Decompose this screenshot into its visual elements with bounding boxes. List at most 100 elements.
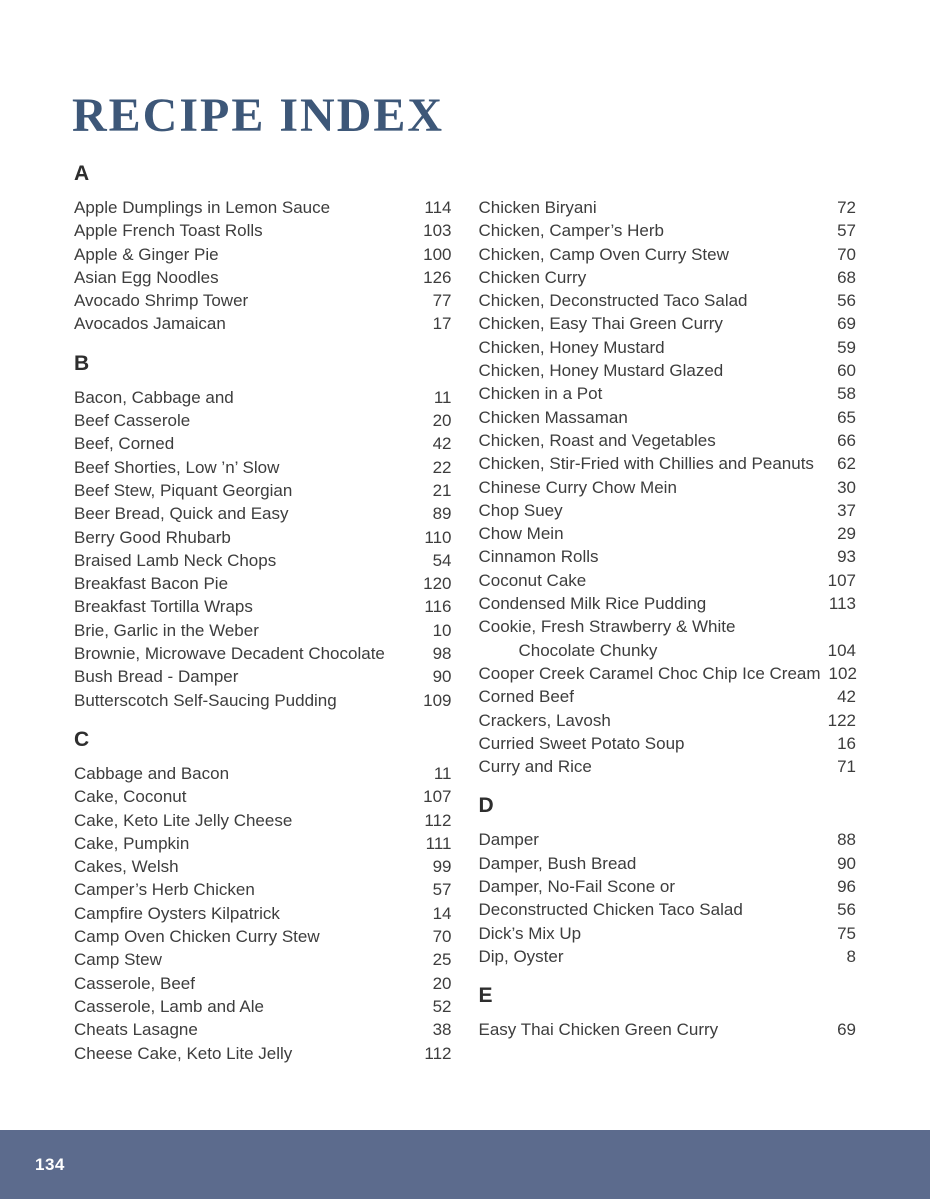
entry-page-number: 100 [423, 244, 452, 264]
entry-title: Camp Oven Chicken Curry Stew [74, 927, 320, 947]
entry-page-number: 77 [432, 291, 452, 311]
index-entry: Chicken in a Pot 58 [479, 382, 857, 405]
section-letter-c: C [74, 727, 90, 751]
section-letter-b: B [74, 351, 90, 375]
entry-title: Dick’s Mix Up [478, 923, 582, 943]
entry-page-number: 112 [424, 1043, 452, 1063]
entry-page-number: 25 [432, 950, 452, 970]
entry-page-number: 14 [432, 903, 452, 923]
index-entry: Chicken Biryani 72 [479, 196, 857, 219]
entry-page-number: 109 [423, 690, 452, 710]
entry-title: Camper’s Herb Chicken [74, 880, 255, 900]
section-letter-a: A [74, 162, 90, 185]
index-entry: Camp Oven Chicken Curry Stew 70 [74, 925, 452, 948]
entry-title: Beef Casserole [74, 411, 191, 431]
index-entry: Asian Egg Noodles 126 [74, 266, 452, 289]
index-entry: Avocados Jamaican 17 [74, 312, 452, 335]
entry-page-number: 114 [424, 198, 452, 217]
index-entry: Beer Bread, Quick and Easy 89 [74, 502, 452, 525]
entry-page-number: 16 [837, 733, 856, 753]
index-entry: Chicken, Honey Mustard 59 [479, 336, 857, 359]
entry-page-number: 65 [837, 407, 856, 427]
entry-title: Berry Good Rhubarb [74, 527, 231, 547]
entry-title: Chinese Curry Chow Mein [478, 477, 677, 497]
entry-title: Chicken, Stir-Fried with Chillies and Pe… [478, 454, 814, 474]
entry-title: Corned Beef [478, 687, 574, 707]
entry-page-number: 62 [837, 454, 856, 474]
entry-title: Easy Thai Chicken Green Curry [478, 1020, 719, 1040]
entry-page-number: 111 [425, 833, 452, 853]
entry-title: Chicken, Honey Mustard Glazed [478, 361, 724, 381]
entry-page-number: 22 [432, 457, 452, 477]
index-entry: Dick’s Mix Up 75 [479, 922, 857, 945]
index-entry: Bacon, Cabbage and 11 [74, 386, 452, 409]
entry-page-number: 75 [837, 923, 856, 943]
entry-title: Beer Bread, Quick and Easy [74, 504, 289, 524]
entry-page-number: 122 [827, 710, 856, 730]
index-entry: Chicken, Deconstructed Taco Salad 56 [479, 289, 857, 312]
entry-page-number: 107 [827, 570, 856, 590]
index-entry: Chicken, Roast and Vegetables 66 [479, 429, 857, 452]
entry-title: Chicken, Easy Thai Green Curry [478, 314, 723, 334]
entry-title: Avocados Jamaican [74, 314, 226, 334]
index-entry: Cheats Lasagne 38 [74, 1018, 452, 1041]
entry-page-number: 96 [837, 877, 856, 897]
entry-page-number: 72 [837, 198, 856, 217]
index-entry: Damper, No-Fail Scone or 96 [479, 875, 857, 898]
entry-title: Condensed Milk Rice Pudding [478, 594, 707, 614]
entry-title: Chicken Curry [478, 267, 587, 287]
entry-page-number: 42 [432, 434, 452, 454]
entry-page-number: 11 [433, 387, 452, 407]
entry-title: Chicken, Honey Mustard [478, 337, 665, 357]
entry-page-number: 104 [827, 640, 856, 660]
index-entry: Cakes, Welsh 99 [74, 855, 452, 878]
entry-title: Casserole, Beef [74, 973, 195, 993]
index-entry: Chicken, Stir-Fried with Chillies and Pe… [479, 452, 857, 475]
entry-title: Cheese Cake, Keto Lite Jelly [74, 1043, 293, 1063]
index-entry: Cake, Keto Lite Jelly Cheese 112 [74, 809, 452, 832]
index-entry: Braised Lamb Neck Chops 54 [74, 549, 452, 572]
entry-title: Cheats Lasagne [74, 1020, 198, 1040]
entry-page-number: 59 [837, 337, 856, 357]
index-entry: Cinnamon Rolls 93 [479, 545, 857, 568]
entry-page-number: 126 [423, 267, 452, 287]
entry-page-number: 56 [837, 291, 856, 311]
entry-title: Apple Dumplings in Lemon Sauce [74, 198, 331, 217]
index-column-left: A Apple Dumplings in Lemon Sauce 114 Apple … [74, 160, 452, 1065]
entry-title: Chicken in a Pot [478, 384, 603, 404]
entry-page-number: 103 [423, 221, 452, 241]
index-entry: Cake, Coconut 107 [74, 785, 452, 808]
entry-page-number: 110 [424, 527, 452, 547]
entry-title: Dip, Oyster [478, 946, 564, 966]
entry-page-number: 11 [433, 763, 452, 783]
index-entry: Beef Casserole 20 [74, 409, 452, 432]
entry-page-number: 69 [837, 314, 856, 334]
entry-title: Cooper Creek Caramel Choc Chip Ice Cream [478, 663, 821, 683]
index-entry: Cabbage and Bacon 11 [74, 762, 452, 785]
entry-title: Chow Mein [478, 524, 564, 544]
entry-page-number: 71 [837, 757, 856, 777]
entry-title: Deconstructed Chicken Taco Salad [478, 900, 743, 920]
index-entry: Chow Mein 29 [479, 522, 857, 545]
index-entry: Avocado Shrimp Tower 77 [74, 289, 452, 312]
entry-title: Chicken, Camper’s Herb [478, 221, 665, 241]
entry-title: Cookie, Fresh Strawberry & White [478, 617, 736, 637]
entry-page-number: 10 [432, 620, 452, 640]
index-entry: Butterscotch Self-Saucing Pudding 109 [74, 689, 452, 712]
entry-title: Butterscotch Self-Saucing Pudding [74, 690, 337, 710]
index-entry: Chicken, Camper’s Herb 57 [479, 219, 857, 242]
entry-title: Cakes, Welsh [74, 857, 179, 877]
entry-title: Curry and Rice [478, 757, 592, 777]
index-entry: Camper’s Herb Chicken 57 [74, 878, 452, 901]
entry-page-number: 37 [837, 500, 856, 520]
entry-page-number: 54 [432, 550, 452, 570]
entry-page-number: 20 [432, 411, 452, 431]
index-entry: Brownie, Microwave Decadent Chocolate 98 [74, 642, 452, 665]
entry-title: Chicken Massaman [478, 407, 628, 427]
index-entry: Corned Beef 42 [479, 685, 857, 708]
entry-page-number: 17 [432, 314, 452, 334]
entry-title: Breakfast Bacon Pie [74, 574, 229, 594]
entry-page-number: 116 [424, 597, 452, 617]
entry-page-number: 20 [432, 973, 452, 993]
index-entry: Damper 88 [479, 828, 857, 851]
